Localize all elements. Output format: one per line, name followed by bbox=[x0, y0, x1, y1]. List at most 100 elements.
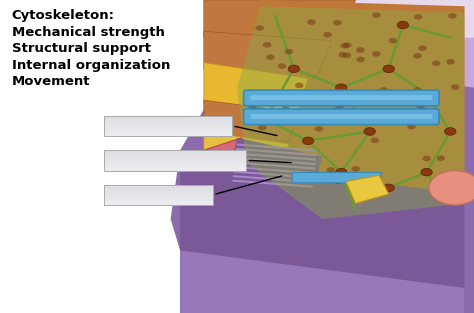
FancyBboxPatch shape bbox=[104, 133, 232, 135]
Circle shape bbox=[295, 83, 303, 88]
FancyBboxPatch shape bbox=[104, 186, 213, 187]
FancyBboxPatch shape bbox=[104, 167, 246, 168]
FancyBboxPatch shape bbox=[104, 196, 213, 197]
Circle shape bbox=[437, 155, 445, 161]
FancyBboxPatch shape bbox=[250, 114, 432, 119]
FancyBboxPatch shape bbox=[104, 194, 213, 196]
FancyBboxPatch shape bbox=[104, 193, 213, 194]
Circle shape bbox=[429, 171, 474, 205]
FancyBboxPatch shape bbox=[104, 132, 232, 133]
Circle shape bbox=[356, 57, 365, 62]
Circle shape bbox=[417, 104, 425, 109]
Text: Cytoskeleton:
Mechanical strength
Structural support
Internal organization
Movem: Cytoskeleton: Mechanical strength Struct… bbox=[12, 9, 170, 88]
Polygon shape bbox=[204, 100, 299, 153]
Circle shape bbox=[338, 52, 347, 58]
Polygon shape bbox=[204, 31, 332, 88]
Polygon shape bbox=[236, 152, 316, 161]
FancyBboxPatch shape bbox=[250, 95, 432, 100]
FancyBboxPatch shape bbox=[104, 162, 246, 164]
FancyBboxPatch shape bbox=[244, 109, 439, 125]
Circle shape bbox=[263, 42, 272, 48]
Polygon shape bbox=[237, 143, 317, 151]
Polygon shape bbox=[341, 0, 474, 41]
Polygon shape bbox=[204, 131, 289, 182]
Circle shape bbox=[397, 21, 409, 29]
Polygon shape bbox=[294, 0, 474, 88]
Circle shape bbox=[340, 43, 349, 49]
Circle shape bbox=[413, 87, 421, 93]
Circle shape bbox=[288, 65, 300, 73]
FancyBboxPatch shape bbox=[104, 117, 232, 119]
Circle shape bbox=[335, 104, 344, 110]
Circle shape bbox=[445, 128, 456, 135]
Circle shape bbox=[366, 130, 375, 136]
FancyBboxPatch shape bbox=[104, 121, 232, 123]
FancyBboxPatch shape bbox=[104, 124, 232, 125]
Polygon shape bbox=[204, 0, 356, 50]
Circle shape bbox=[333, 20, 342, 25]
Circle shape bbox=[448, 13, 457, 19]
Circle shape bbox=[421, 168, 432, 176]
Circle shape bbox=[413, 53, 422, 59]
FancyBboxPatch shape bbox=[104, 202, 213, 204]
Circle shape bbox=[383, 65, 394, 73]
Circle shape bbox=[384, 114, 392, 120]
Polygon shape bbox=[228, 138, 322, 194]
FancyBboxPatch shape bbox=[104, 156, 246, 157]
Circle shape bbox=[451, 84, 459, 90]
Polygon shape bbox=[204, 138, 246, 188]
Polygon shape bbox=[346, 175, 389, 203]
FancyBboxPatch shape bbox=[104, 189, 213, 190]
Polygon shape bbox=[171, 0, 474, 313]
Polygon shape bbox=[180, 156, 465, 313]
Circle shape bbox=[407, 124, 416, 129]
FancyBboxPatch shape bbox=[104, 129, 232, 131]
FancyBboxPatch shape bbox=[104, 131, 232, 132]
Circle shape bbox=[248, 105, 257, 111]
Circle shape bbox=[303, 91, 311, 97]
FancyBboxPatch shape bbox=[104, 119, 232, 120]
FancyBboxPatch shape bbox=[104, 187, 213, 189]
Polygon shape bbox=[204, 156, 275, 194]
Circle shape bbox=[305, 95, 313, 101]
Circle shape bbox=[260, 115, 271, 123]
FancyBboxPatch shape bbox=[104, 185, 213, 186]
Polygon shape bbox=[204, 63, 308, 122]
Circle shape bbox=[386, 97, 395, 102]
FancyBboxPatch shape bbox=[104, 164, 246, 165]
Circle shape bbox=[441, 174, 450, 180]
FancyBboxPatch shape bbox=[104, 158, 246, 160]
FancyBboxPatch shape bbox=[104, 169, 246, 171]
Circle shape bbox=[424, 96, 432, 101]
Circle shape bbox=[379, 87, 388, 93]
FancyBboxPatch shape bbox=[104, 157, 246, 158]
FancyBboxPatch shape bbox=[104, 201, 213, 202]
Circle shape bbox=[327, 167, 335, 173]
Circle shape bbox=[418, 45, 427, 51]
Circle shape bbox=[341, 117, 350, 122]
FancyBboxPatch shape bbox=[104, 128, 232, 129]
Polygon shape bbox=[234, 166, 314, 174]
FancyBboxPatch shape bbox=[104, 161, 246, 162]
Circle shape bbox=[351, 166, 360, 172]
Polygon shape bbox=[237, 6, 465, 219]
Circle shape bbox=[336, 168, 347, 176]
Circle shape bbox=[372, 51, 381, 57]
Circle shape bbox=[432, 60, 440, 66]
Circle shape bbox=[266, 54, 275, 60]
FancyBboxPatch shape bbox=[104, 153, 246, 154]
FancyBboxPatch shape bbox=[292, 172, 381, 183]
Circle shape bbox=[323, 32, 332, 38]
Circle shape bbox=[311, 98, 320, 103]
FancyBboxPatch shape bbox=[104, 200, 213, 201]
Circle shape bbox=[275, 119, 284, 124]
Polygon shape bbox=[236, 148, 317, 156]
FancyBboxPatch shape bbox=[104, 160, 246, 161]
Polygon shape bbox=[180, 250, 465, 313]
FancyBboxPatch shape bbox=[104, 123, 232, 124]
FancyBboxPatch shape bbox=[104, 150, 246, 151]
Circle shape bbox=[422, 156, 431, 162]
Circle shape bbox=[325, 95, 333, 101]
Circle shape bbox=[343, 42, 352, 48]
FancyBboxPatch shape bbox=[104, 165, 246, 167]
